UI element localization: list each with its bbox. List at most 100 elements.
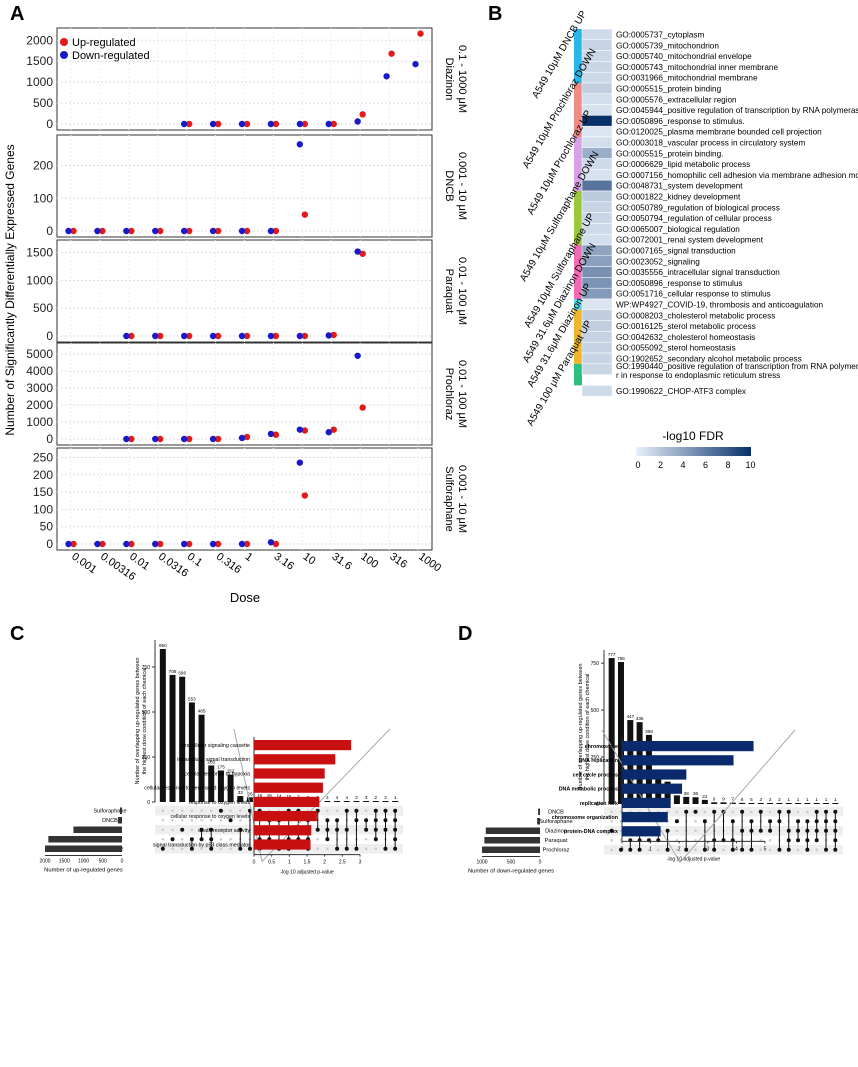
intersection-bar	[188, 702, 195, 802]
intersection-bar	[804, 803, 811, 804]
up-point	[157, 227, 164, 235]
term-label: GO:1902652_secondary alcohol metabolic p…	[616, 355, 802, 364]
facet-0-ytick: 500	[33, 96, 53, 110]
matrix-dot	[364, 809, 368, 813]
term-label: GO:0048731_system development	[616, 182, 743, 191]
enrich-bar	[622, 812, 668, 823]
matrix-dot	[768, 838, 772, 842]
set-size-tick: 1000	[78, 859, 89, 865]
legend-down-marker	[60, 51, 68, 59]
facet-1-ytick: 0	[46, 224, 53, 238]
down-point	[152, 435, 159, 443]
enrich-term-label: cellular response to decreased oxygen le…	[144, 786, 250, 792]
intersection-bar-label: 16	[257, 793, 263, 798]
enrich-bar	[622, 769, 687, 780]
term-label: GO:0005740_mitochondrial envelope	[616, 52, 752, 61]
facet-4-ytick: 200	[33, 468, 53, 482]
heat-cell	[581, 352, 613, 365]
up-point	[272, 431, 280, 438]
down-point	[296, 459, 304, 466]
x-tick-label: 0.1	[185, 551, 204, 570]
intersection-bar	[246, 797, 253, 802]
enrich-bar	[622, 741, 754, 752]
facet-label-3: Prochloraz	[443, 368, 455, 421]
enrich-term-label: intracellular signaling cassette	[179, 743, 250, 749]
enrich-term-label: signal transduction by p53 class mediato…	[153, 842, 250, 848]
bar-y-tick-label: 250	[591, 755, 600, 761]
matrix-dot	[219, 828, 223, 832]
down-point	[65, 227, 72, 235]
up-point	[330, 120, 337, 128]
enrich-x-axis-label: -log 10 adjusted p-value	[667, 856, 721, 862]
matrix-dot	[693, 809, 698, 814]
set-size-tick: 0	[121, 859, 124, 865]
term-label: GO:0006629_lipid metabolic process	[616, 160, 750, 169]
intersection-bar-label: 696	[178, 671, 186, 676]
matrix-dot	[190, 828, 194, 832]
facet-0-ytick: 1500	[26, 54, 53, 68]
facet-0-ytick: 0	[46, 117, 53, 131]
intersection-bar	[237, 796, 244, 802]
facet-3-ytick: 5000	[26, 347, 53, 361]
x-tick-label: 0.001	[69, 551, 98, 577]
heat-cell	[581, 136, 613, 149]
facet-4-ytick: 0	[46, 537, 53, 551]
intersection-bar	[227, 774, 234, 802]
bar-y-axis-label-cont: the highest dose condition of each chemi…	[142, 668, 148, 775]
matrix-dot	[674, 819, 679, 824]
matrix-dot	[374, 847, 378, 851]
colorbar-tick: 0	[635, 460, 640, 470]
up-point	[330, 426, 337, 433]
enrich-bar	[254, 740, 352, 751]
enrich-x-tick-label: 1	[288, 860, 291, 866]
heat-cell	[581, 28, 613, 41]
facet-3-ytick: 1000	[26, 415, 53, 429]
heat-cell	[581, 385, 613, 397]
facet-3-ytick: 2000	[26, 398, 53, 412]
group-color-bar	[574, 299, 582, 310]
term-label: GO:0007156_homophilic cell adhesion via …	[616, 171, 858, 180]
group-color-bar	[574, 83, 582, 137]
intersection-bar-label: 14	[276, 793, 282, 798]
matrix-dot	[815, 848, 818, 852]
up-point	[243, 433, 251, 441]
set-name: Sulforaphane	[93, 809, 126, 815]
enrich-x-tick-label: 0	[621, 846, 624, 852]
up-point	[185, 540, 193, 548]
x-tick-label: 316	[387, 551, 409, 571]
down-point	[383, 73, 390, 80]
intersection-bar	[748, 803, 755, 804]
colorbar-tick: 10	[745, 460, 755, 470]
matrix-dot	[161, 809, 165, 813]
legend-down-label: Down-regulated	[72, 50, 150, 62]
down-point	[123, 332, 130, 340]
intersection-bar	[683, 796, 690, 804]
matrix-dot	[219, 837, 223, 841]
intersection-bar-label: 1	[834, 797, 837, 802]
matrix-dot	[364, 837, 368, 841]
matrix-dot	[750, 810, 753, 814]
up-point	[99, 227, 106, 235]
set-size-bar	[48, 836, 122, 843]
heat-cell	[581, 298, 613, 311]
matrix-dot	[796, 810, 800, 814]
matrix-dot	[656, 848, 660, 852]
term-label: GO:0042632_cholesterol homeostasis	[616, 333, 755, 342]
colorbar-title: -log10 FDR	[662, 429, 724, 443]
intersection-bar-label: 485	[198, 709, 206, 714]
intersection-bar-label: 175	[217, 765, 225, 770]
panel-d-label: D	[458, 623, 472, 645]
colorbar-tick: 8	[725, 460, 730, 470]
enrich-term-label: response to oxygen levels	[189, 800, 251, 806]
intersection-bar-label: 1	[815, 797, 818, 802]
heat-cell	[581, 190, 613, 203]
matrix-dot	[180, 837, 184, 841]
intersection-bar	[673, 795, 680, 804]
matrix-dot	[161, 828, 165, 832]
bar-y-tick-label: 250	[142, 755, 151, 761]
matrix-dot	[335, 809, 339, 813]
matrix-dot	[228, 818, 233, 823]
up-point	[185, 120, 193, 128]
intersection-bar	[372, 801, 379, 802]
